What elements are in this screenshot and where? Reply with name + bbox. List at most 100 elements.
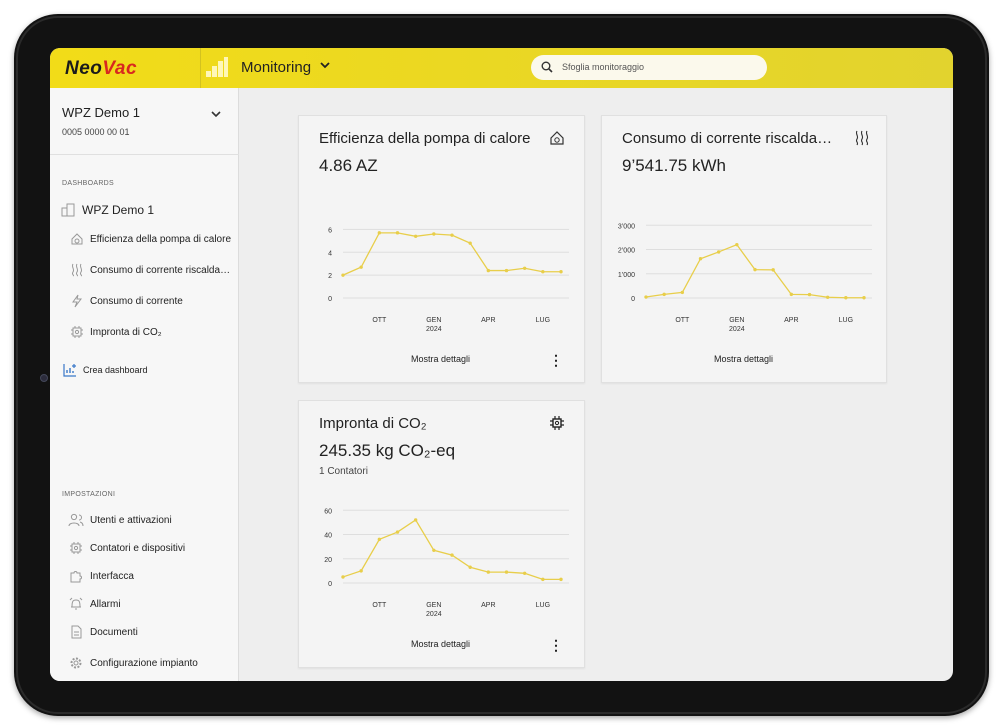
x-tick-label: GEN: [426, 602, 441, 609]
show-details-link[interactable]: Mostra dettagli: [714, 354, 774, 364]
more-options-icon[interactable]: ⋮: [549, 352, 563, 368]
show-details-link[interactable]: Mostra dettagli: [411, 639, 471, 649]
search-input[interactable]: Sfoglia monitoraggio: [531, 55, 767, 80]
y-tick-label: 2: [328, 273, 332, 280]
y-tick-label: 3’000: [618, 223, 635, 230]
sidebar-item-alarms[interactable]: Allarmi: [50, 593, 239, 617]
data-point: [359, 569, 363, 573]
dashboard-card-heating-consumption[interactable]: Consumo di corrente riscaldamento 9’541.…: [601, 115, 887, 383]
more-options-icon[interactable]: ⋮: [549, 637, 563, 653]
dashboard-card-co2-footprint[interactable]: Impronta di CO₂ 245.35 kg CO₂-eq 1 Conta…: [298, 400, 585, 668]
data-point: [753, 267, 757, 272]
data-point: [559, 270, 563, 274]
heat-pump-icon: [69, 232, 85, 248]
section-label-dashboards: DASHBOARDS: [62, 180, 115, 187]
tablet-bezel: [16, 16, 987, 714]
card-value: 9’541.75 kWh: [622, 156, 726, 175]
chevron-down-icon[interactable]: [319, 58, 331, 75]
app-title[interactable]: Monitoring: [241, 59, 312, 76]
sidebar-item-label: Utenti e attivazioni: [90, 515, 172, 526]
line-chart: 0 2 4 6 OTT GEN 2024 APR LUG: [328, 227, 569, 333]
data-point: [522, 571, 527, 576]
x-tick-label: APR: [784, 317, 798, 324]
site-id: 0005 0000 00 01: [62, 127, 130, 137]
sidebar-item-interface[interactable]: Interfacca: [50, 565, 239, 589]
sidebar-item-heating-consumption[interactable]: Consumo di corrente riscaldamento: [50, 259, 239, 283]
building-icon: [60, 203, 76, 219]
document-icon: [68, 625, 84, 641]
data-point: [541, 270, 545, 274]
sidebar-item-documents[interactable]: Documenti: [50, 621, 239, 645]
data-point: [432, 548, 436, 552]
data-point: [377, 231, 382, 235]
sidebar-item-meters[interactable]: Contatori e dispositivi: [50, 537, 239, 561]
alarm-icon: [68, 597, 84, 613]
chip-icon: [549, 415, 567, 433]
x-tick-label: 2024: [426, 611, 442, 618]
data-point: [522, 266, 527, 270]
x-tick-label: OTT: [675, 317, 690, 324]
data-point: [541, 577, 545, 582]
add-chart-icon: [62, 363, 78, 379]
top-bar: NeoVac Monitoring Sfoglia monitoraggio: [50, 48, 953, 88]
dashboard-card-heat-pump-efficiency[interactable]: Efficienza della pompa di calore 4.86 AZ…: [298, 115, 585, 383]
users-icon: [68, 513, 84, 529]
x-tick-label: OTT: [372, 317, 387, 324]
data-point: [359, 265, 363, 269]
data-point: [825, 295, 830, 299]
search-placeholder: Sfoglia monitoraggio: [562, 62, 645, 72]
sidebar-item-label: Allarmi: [90, 599, 121, 610]
chevron-down-icon[interactable]: [210, 108, 222, 123]
data-point: [504, 570, 509, 574]
x-tick-label: 2024: [729, 326, 745, 333]
data-point: [844, 296, 848, 300]
lightning-icon: [69, 294, 85, 310]
x-tick-label: OTT: [372, 602, 387, 609]
data-point: [862, 296, 866, 300]
sidebar-item-co2-footprint[interactable]: Impronta di CO₂: [50, 321, 239, 345]
search-icon: [541, 61, 553, 73]
y-tick-label: 2’000: [618, 248, 635, 255]
y-tick-label: 1’000: [618, 272, 635, 279]
x-tick-label: LUG: [839, 317, 853, 324]
sidebar-item-plant-configuration[interactable]: Configurazione impianto: [50, 652, 239, 676]
x-tick-label: GEN: [729, 317, 744, 324]
data-point: [341, 273, 345, 277]
show-details-link[interactable]: Mostra dettagli: [411, 354, 471, 364]
data-point: [450, 553, 454, 557]
site-name[interactable]: WPZ Demo 1: [62, 105, 141, 120]
data-point: [644, 295, 648, 299]
sidebar-item-label: Crea dashboard: [83, 365, 148, 375]
data-point: [377, 537, 382, 542]
data-point: [413, 234, 418, 238]
y-tick-label: 6: [328, 227, 332, 234]
neovac-logo[interactable]: NeoVac: [65, 58, 138, 79]
sidebar-item-label: Interfacca: [90, 571, 134, 582]
gear-icon: [68, 656, 84, 672]
monitoring-app-icon: [206, 57, 228, 77]
sidebar-item-label: Consumo di corrente: [90, 296, 183, 307]
data-point: [771, 268, 775, 272]
create-dashboard-button[interactable]: Crea dashboard: [50, 359, 239, 383]
heat-pump-icon: [549, 130, 567, 148]
sidebar-item-users[interactable]: Utenti e attivazioni: [50, 509, 239, 533]
heating-icon: [69, 263, 85, 279]
card-title: Consumo di corrente riscaldamento: [622, 130, 842, 147]
puzzle-icon: [68, 569, 84, 585]
meter-icon: [68, 541, 84, 557]
data-point: [341, 575, 345, 579]
data-point: [662, 292, 666, 297]
sidebar-item-power-consumption[interactable]: Consumo di corrente: [50, 290, 239, 314]
divider: [200, 48, 201, 88]
x-tick-label: LUG: [536, 317, 550, 324]
x-tick-label: GEN: [426, 317, 441, 324]
y-tick-label: 20: [324, 557, 332, 564]
sidebar-item-dashboard-root[interactable]: WPZ Demo 1: [50, 199, 239, 223]
sidebar-item-heat-pump-efficiency[interactable]: Efficienza della pompa di calore: [50, 228, 239, 252]
x-tick-label: LUG: [536, 602, 550, 609]
card-title: Impronta di CO₂: [319, 415, 427, 432]
sidebar-item-label: Impronta di CO₂: [90, 327, 162, 338]
data-point: [789, 292, 794, 297]
y-tick-label: 0: [328, 296, 332, 303]
data-point: [559, 577, 563, 582]
